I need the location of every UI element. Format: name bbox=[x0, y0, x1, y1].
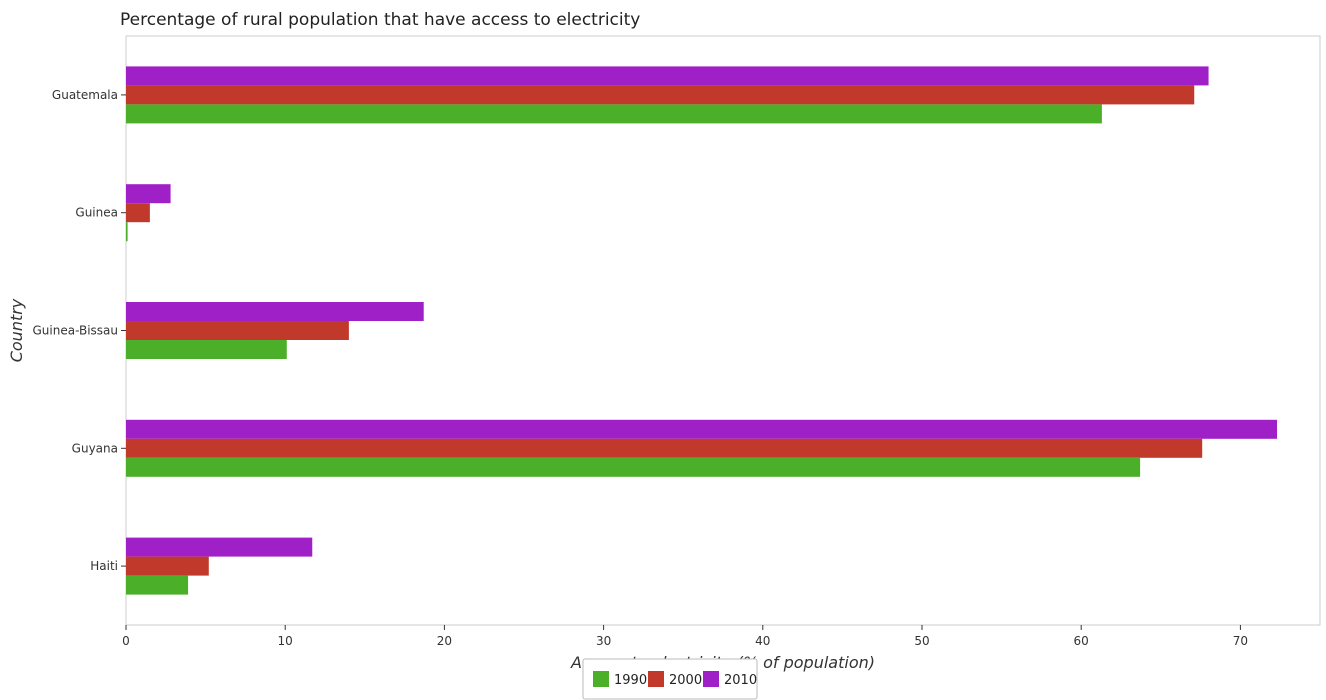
bar-guinea-2000 bbox=[126, 203, 150, 223]
x-tick-label: 20 bbox=[437, 634, 452, 648]
y-axis-ticks: Guatemala Guinea Guinea-Bissau Guyana Haiti bbox=[32, 88, 126, 573]
bar-guyana-2000 bbox=[126, 438, 1203, 458]
bar-guinea-2010 bbox=[126, 184, 171, 204]
x-tick-label: 50 bbox=[914, 634, 929, 648]
legend: 1990 2000 2010 bbox=[582, 658, 758, 700]
x-tick-label: 30 bbox=[596, 634, 611, 648]
plot-area: GuatemalaGuineaGuinea-BissauGuyanaHaiti … bbox=[32, 35, 1321, 648]
bar-haiti-2010 bbox=[126, 537, 313, 557]
legend-swatch-2010 bbox=[703, 671, 719, 687]
legend-label-1990: 1990 bbox=[614, 673, 647, 688]
bar-haiti-2000 bbox=[126, 556, 209, 576]
x-tick-label: 40 bbox=[755, 634, 770, 648]
legend-swatch-1990 bbox=[593, 671, 609, 687]
bars bbox=[126, 66, 1278, 595]
legend-box bbox=[582, 658, 758, 700]
chart-title: Percentage of rural population that have… bbox=[120, 10, 640, 30]
bar-guatemala-2000 bbox=[126, 85, 1195, 105]
bar-haiti-1990 bbox=[126, 575, 189, 595]
x-tick-label: 70 bbox=[1233, 634, 1248, 648]
legend-label-2000: 2000 bbox=[669, 673, 702, 688]
bar-guyana-1990 bbox=[126, 457, 1141, 477]
y-tick-label: Guinea bbox=[75, 206, 118, 220]
bar-guinea-1990 bbox=[126, 222, 128, 242]
bar-guyana-2010 bbox=[126, 419, 1278, 439]
y-tick-label: Guinea-Bissau bbox=[32, 324, 118, 338]
legend-swatch-2000 bbox=[648, 671, 664, 687]
x-tick-label: 0 bbox=[122, 634, 130, 648]
bar-guinea-bissau-1990 bbox=[126, 340, 287, 359]
y-axis-label: Country bbox=[7, 298, 26, 362]
y-tick-label: Guyana bbox=[72, 441, 118, 455]
bar-guinea-bissau-2010 bbox=[126, 302, 424, 321]
x-tick-label: 10 bbox=[278, 634, 293, 648]
bar-guinea-bissau-2000 bbox=[126, 321, 349, 340]
x-axis-ticks: 0 10 20 30 40 50 60 70 bbox=[122, 625, 1248, 648]
bar-guatemala-2010 bbox=[126, 66, 1209, 86]
legend-label-2010: 2010 bbox=[724, 673, 757, 688]
y-tick-label: Haiti bbox=[90, 559, 118, 573]
y-tick-label: Guatemala bbox=[52, 88, 118, 102]
x-tick-label: 60 bbox=[1074, 634, 1089, 648]
bar-guatemala-1990 bbox=[126, 104, 1102, 124]
